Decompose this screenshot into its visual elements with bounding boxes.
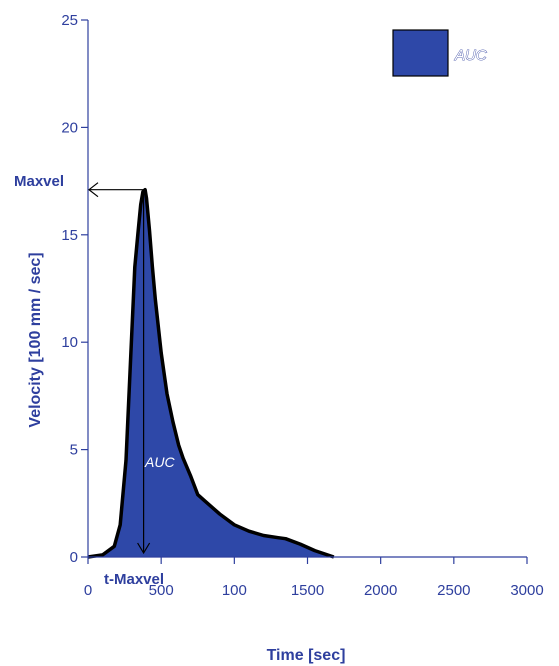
auc-area [88,189,334,557]
x-ticks: 0 500 100 1500 2000 2500 3000 [84,557,544,599]
x-tick-label: 3000 [510,582,543,599]
y-tick-label: 5 [70,442,78,459]
y-tick-label: 0 [70,549,78,566]
maxvel-label: Maxvel [14,173,64,190]
x-tick-label: 1500 [291,582,324,599]
y-ticks: 0 5 10 15 20 25 [61,12,88,566]
legend-swatch [392,29,449,77]
maxvel-arrowhead [88,182,99,198]
x-tick-label: 2500 [437,582,470,599]
y-tick-label: 10 [61,334,78,351]
x-tick-label: 100 [222,582,247,599]
y-tick-label: 25 [61,12,78,29]
annotations: Maxvel t-Maxvel AUC [14,173,175,588]
auc-inline-label: AUC [144,454,175,470]
y-tick-label: 15 [61,227,78,244]
velocity-curve [87,187,335,559]
y-tick-label: 20 [61,119,78,136]
x-tick-label: 2000 [364,582,397,599]
x-axis-title: Time [sec] [267,647,346,664]
legend: AUC [392,29,487,77]
tmaxvel-label: t-Maxvel [104,571,164,588]
area-layer [87,187,335,559]
y-axis-title: Velocity [100 mm / sec] [27,252,44,427]
x-tick-label: 0 [84,582,92,599]
tmaxvel-arrowhead [137,542,151,555]
legend-label: AUC [454,47,487,64]
x-tick-label: 500 [149,582,174,599]
